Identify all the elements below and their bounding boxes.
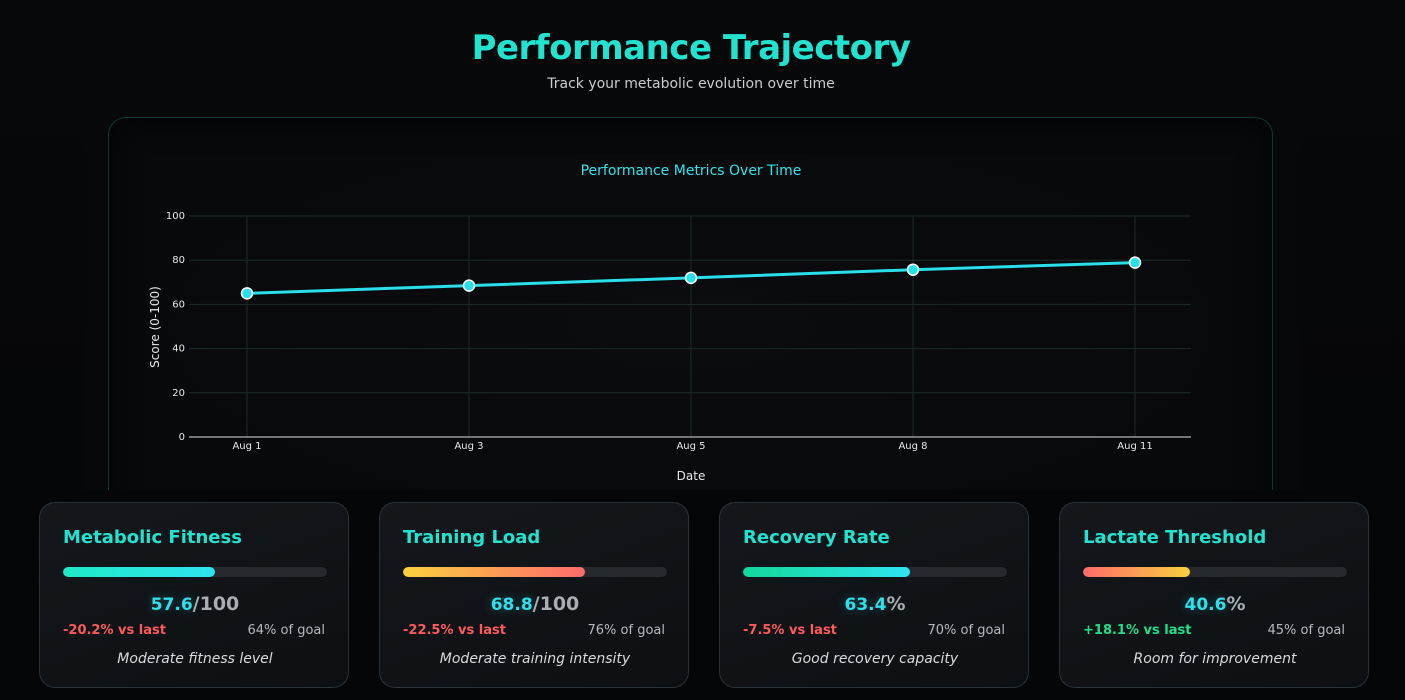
- data-point: [462, 279, 476, 292]
- change-indicator: -20.2% vs last: [63, 623, 166, 638]
- x-tick-label: Aug 1: [232, 441, 261, 452]
- change-indicator: -22.5% vs last: [403, 623, 506, 638]
- metric-title: Metabolic Fitness: [63, 527, 242, 548]
- page-subtitle: Track your metabolic evolution over time: [547, 76, 835, 92]
- goal-percentage: 64% of goal: [247, 623, 325, 638]
- chart-grid: [189, 215, 1191, 437]
- goal-percentage: 45% of goal: [1267, 623, 1345, 638]
- x-tick-label: Aug 8: [898, 441, 927, 452]
- goal-percentage: 70% of goal: [927, 623, 1005, 638]
- metric-value-unit: %: [1226, 593, 1246, 615]
- progress-track: [63, 567, 327, 577]
- y-tick-label: 40: [172, 344, 185, 355]
- metric-title: Lactate Threshold: [1083, 527, 1267, 548]
- metric-value-number: 68.8: [490, 595, 533, 615]
- metric-value-number: 63.4: [844, 595, 887, 615]
- metric-value-unit: /100: [532, 593, 580, 615]
- metric-card-lactate-threshold[interactable]: Lactate Threshold 40.6% +18.1% vs last 4…: [1059, 502, 1369, 688]
- change-indicator: +18.1% vs last: [1083, 623, 1192, 638]
- progress-track: [1083, 567, 1347, 577]
- chart-axes: 0 20 40 60 80 100 Aug 1 Aug 3 Aug 5 Aug 8 Aug 11: [166, 211, 1191, 452]
- metric-value: 40.6%: [1060, 593, 1370, 615]
- chart-title: Performance Metrics Over Time: [581, 163, 802, 179]
- metric-value-unit: /100: [192, 593, 240, 615]
- data-point: [684, 271, 698, 285]
- progress-track: [743, 567, 1007, 577]
- metric-cards: Metabolic Fitness 57.6/100 -20.2% vs las…: [0, 490, 1405, 700]
- metric-value: 68.8/100: [380, 593, 690, 615]
- y-tick-label: 60: [172, 299, 185, 310]
- metric-title: Recovery Rate: [743, 527, 890, 548]
- metric-description: Good recovery capacity: [791, 651, 959, 667]
- y-axis-label: Score (0-100): [148, 286, 162, 368]
- metric-description: Moderate fitness level: [117, 651, 273, 667]
- metric-description: Moderate training intensity: [439, 651, 631, 667]
- progress-fill: [1083, 567, 1191, 577]
- metric-value: 63.4%: [720, 593, 1030, 615]
- x-tick-label: Aug 5: [676, 441, 705, 452]
- metric-value-unit: %: [886, 593, 906, 615]
- y-tick-label: 0: [179, 432, 185, 443]
- data-point: [240, 287, 254, 300]
- y-tick-label: 20: [172, 388, 185, 399]
- data-point: [906, 263, 920, 276]
- x-axis-label: Date: [677, 469, 706, 483]
- metric-description: Room for improvement: [1133, 651, 1297, 667]
- x-tick-label: Aug 11: [1117, 441, 1152, 452]
- goal-percentage: 76% of goal: [587, 623, 665, 638]
- metric-card-metabolic-fitness[interactable]: Metabolic Fitness 57.6/100 -20.2% vs las…: [39, 502, 349, 688]
- page-title: Performance Trajectory: [471, 28, 911, 68]
- y-tick-label: 100: [166, 211, 185, 222]
- performance-chart[interactable]: Performance Metrics Over Time 0 20 40 60 80 1…: [108, 117, 1273, 492]
- progress-track: [403, 567, 667, 577]
- change-indicator: -7.5% vs last: [743, 623, 837, 638]
- x-tick-label: Aug 3: [454, 441, 483, 452]
- y-tick-label: 80: [172, 255, 185, 266]
- progress-fill: [743, 567, 911, 577]
- metric-value-number: 57.6: [150, 595, 193, 615]
- progress-fill: [63, 567, 216, 577]
- chart-series: [240, 256, 1142, 300]
- metric-value-number: 40.6: [1184, 595, 1227, 615]
- progress-fill: [403, 567, 585, 577]
- data-point: [1128, 256, 1142, 269]
- metric-title: Training Load: [403, 527, 541, 548]
- metric-value: 57.6/100: [40, 593, 350, 615]
- metric-card-training-load[interactable]: Training Load 68.8/100 -22.5% vs last 76…: [379, 502, 689, 688]
- metric-card-recovery-rate[interactable]: Recovery Rate 63.4% -7.5% vs last 70% of…: [719, 502, 1029, 688]
